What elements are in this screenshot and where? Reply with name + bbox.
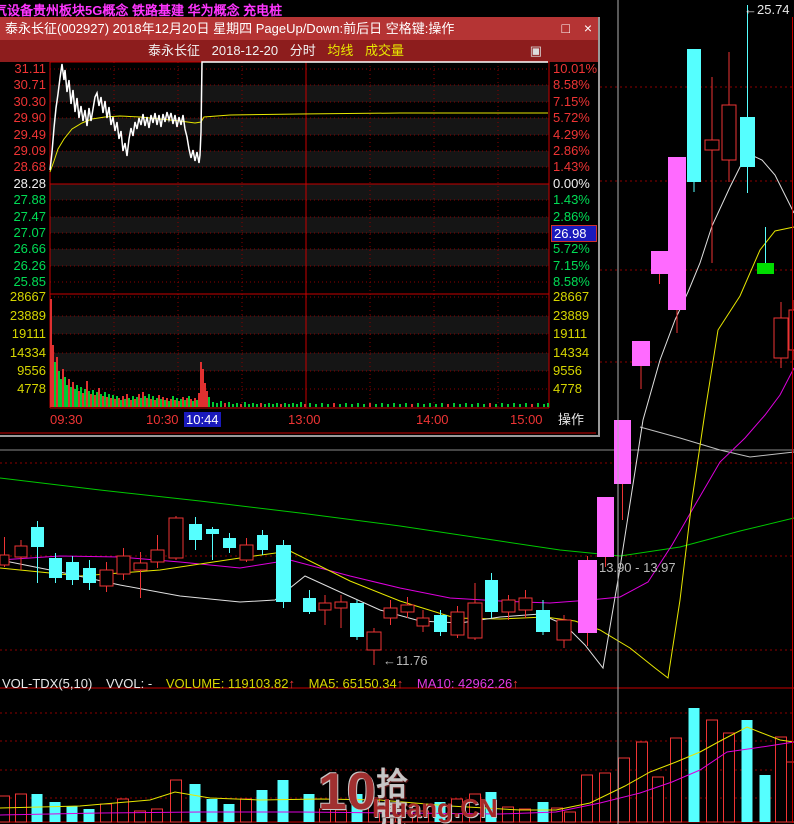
price-axis-label: 27.47 [13, 209, 46, 224]
price-axis-label: 29.49 [13, 127, 46, 142]
percent-axis-label: 2.86% [553, 143, 590, 158]
action-button[interactable]: 操作 [558, 412, 585, 427]
percent-axis-label: 0.00% [553, 176, 590, 191]
volume-axis-label: 28667 [9, 289, 46, 304]
volume-axis-label: 19111 [553, 326, 588, 341]
volume-axis-label: 9556 [553, 363, 582, 378]
volume-axis-label: 9556 [17, 363, 46, 378]
watermark-logo: 10 [318, 763, 376, 821]
time-axis-label: 10:30 [146, 412, 179, 427]
price-axis-label: 29.09 [13, 143, 46, 158]
volume-axis-label: 23889 [553, 308, 590, 323]
annotation-range: 13.90 - 13.97 [599, 560, 676, 575]
percent-axis-label: 7.15% [553, 94, 590, 109]
maximize-icon[interactable]: □ [561, 20, 570, 36]
vvol-value: VVOL: - [105, 676, 153, 691]
window-panel-icon[interactable]: ▣ [529, 43, 542, 58]
price-axis-label: 28.28 [13, 176, 46, 191]
window-titlebar[interactable]: 泰永长征(002927) 2018年12月20日 星期四 PageUp/Down… [0, 17, 598, 40]
time-cursor-label[interactable]: 10:44 [184, 412, 221, 427]
volume-axis-label: 4778 [553, 381, 582, 396]
percent-axis-label: 10.01% [553, 61, 598, 76]
volume-axis-label: 19111 [11, 326, 46, 341]
ma5-up-arrow-icon: ↑ [396, 676, 404, 691]
concept-tags-bar[interactable]: 气设备贵州板块5G概念 铁路基建 华为概念 充电桩 [0, 3, 283, 18]
mode-label: 分时 [289, 43, 316, 58]
percent-axis-label: 5.72% [553, 110, 590, 125]
close-icon[interactable]: × [583, 20, 592, 36]
price-axis-label: 30.30 [13, 94, 46, 109]
volume-indicator-header: VOL-TDX(5,10) VVOL: - VOLUME: 119103.82↑… [2, 676, 529, 691]
time-axis-label: 13:00 [288, 412, 321, 427]
price-axis-label: 30.71 [13, 77, 46, 92]
time-axis-label: 09:30 [50, 412, 83, 427]
volume-axis-label: 4778 [17, 381, 46, 396]
volume-axis-label: 23889 [9, 308, 46, 323]
percent-axis-label: 1.43% [553, 159, 590, 174]
intraday-subheader: 泰永长征 2018-12-20 分时 均线 成交量 ▣ [0, 40, 598, 62]
percent-axis-label: 8.58% [553, 274, 590, 289]
price-axis-label: 29.90 [13, 110, 46, 125]
percent-axis-label: 4.29% [553, 127, 590, 142]
volume-toggle[interactable]: 成交量 [365, 43, 405, 58]
watermark-domain: Huang.CN [372, 793, 498, 823]
price-axis-label: 26.66 [13, 241, 46, 256]
stock-name: 泰永长征 [148, 43, 201, 58]
percent-axis-label: 2.86% [553, 209, 590, 224]
volume-value: VOLUME: 119103.82 [165, 676, 289, 691]
percent-axis-label: 1.43% [553, 192, 590, 207]
window-title: 泰永长征(002927) 2018年12月20日 星期四 PageUp/Down… [5, 21, 455, 36]
price-axis-label: 28.68 [13, 159, 46, 174]
price-axis-label: 27.88 [13, 192, 46, 207]
ma10-up-arrow-icon: ↑ [512, 676, 519, 691]
price-axis-label: 27.07 [13, 225, 46, 240]
indicator-name[interactable]: VOL-TDX(5,10) [2, 676, 93, 691]
annotation-low: ←11.76 [383, 653, 428, 668]
ma10-value: MA10: 42962.26 [416, 676, 513, 691]
price-axis-label: 31.11 [14, 61, 46, 76]
volume-axis-label: 14334 [553, 345, 590, 360]
volume-axis-label: 28667 [553, 289, 590, 304]
last-price-marker: 26.98 [551, 225, 597, 242]
chart-date: 2018-12-20 [211, 43, 279, 58]
percent-axis-label: 8.58% [553, 77, 590, 92]
percent-axis-label: 5.72% [553, 241, 590, 256]
percent-axis-label: 7.15% [553, 258, 590, 273]
volume-axis-label: 14334 [9, 345, 46, 360]
price-axis-label: 26.26 [13, 258, 46, 273]
annotation-high: ←25.74 [744, 2, 790, 17]
price-axis-label: 25.85 [13, 274, 46, 289]
time-axis-label: 14:00 [416, 412, 449, 427]
volume-up-arrow-icon: ↑ [288, 676, 295, 691]
ma-toggle[interactable]: 均线 [327, 43, 354, 58]
time-axis-label: 15:00 [510, 412, 543, 427]
ma5-value: MA5: 65150.34 [308, 676, 397, 691]
